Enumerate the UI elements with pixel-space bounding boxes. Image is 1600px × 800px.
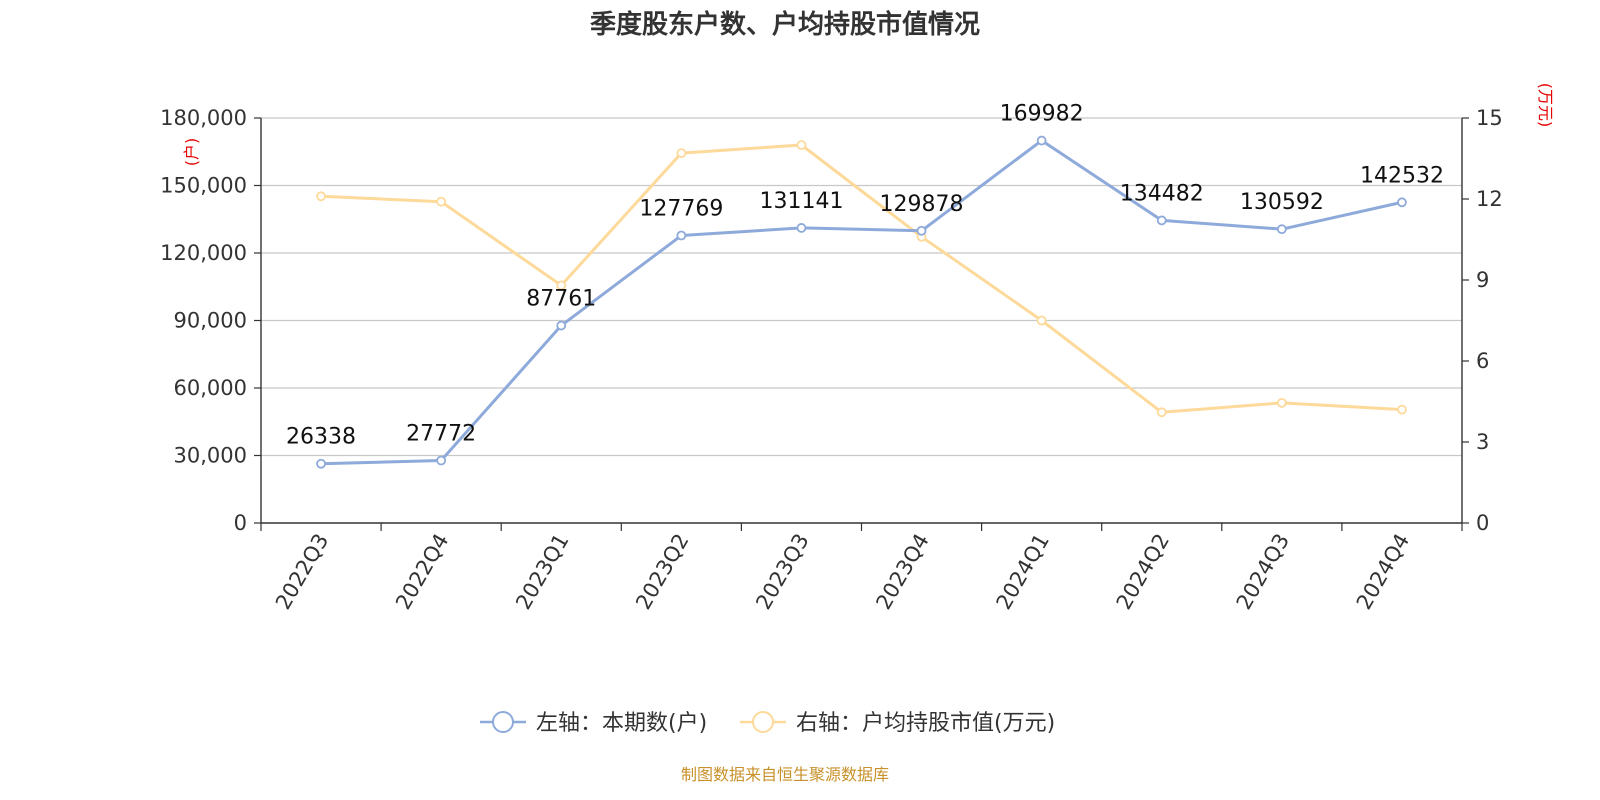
data-label: 130592	[1240, 190, 1324, 215]
left-axis-tick-label: 120,000	[160, 241, 247, 265]
data-point[interactable]	[1156, 407, 1167, 418]
data-point[interactable]	[676, 230, 687, 241]
x-axis-tick-label: 2024Q2	[1112, 530, 1174, 614]
data-label: 134482	[1120, 181, 1204, 206]
left-axis-tick-label: 150,000	[160, 174, 247, 198]
left-axis-unit: (户)	[182, 138, 201, 167]
data-point[interactable]	[676, 148, 687, 159]
data-point[interactable]	[1036, 135, 1047, 146]
data-label: 169982	[1000, 102, 1084, 127]
left-axis-tick-label: 30,000	[174, 444, 247, 468]
x-axis-tick-label: 2023Q4	[871, 530, 933, 614]
data-label: 127769	[639, 197, 723, 222]
data-point[interactable]	[1156, 215, 1167, 226]
right-axis-tick-label: 6	[1476, 349, 1489, 373]
data-point[interactable]	[556, 280, 567, 291]
legend[interactable]: 左轴：本期数(户) 右轴：户均持股市值(万元)	[480, 711, 1055, 736]
data-point[interactable]	[316, 191, 326, 202]
left-axis-tick-label: 0	[234, 511, 247, 535]
axes: 0 30,000 60,000 90,000 120,000 150,000 180,000…	[160, 106, 1503, 614]
data-point[interactable]	[1036, 315, 1047, 326]
x-axis-tick-label: 2023Q1	[511, 530, 573, 614]
left-axis-tick-label: 90,000	[174, 309, 247, 333]
data-point[interactable]	[436, 196, 447, 207]
source-note: 制图数据来自恒生聚源数据库	[681, 765, 889, 784]
data-point[interactable]	[796, 140, 807, 150]
right-axis-tick-label: 0	[1476, 511, 1489, 535]
legend-item[interactable]: 右轴：户均持股市值(万元)	[740, 711, 1055, 736]
data-point[interactable]	[316, 458, 326, 469]
grid-lines	[261, 117, 1462, 457]
right-axis-tick-label: 12	[1476, 187, 1503, 211]
x-axis-tick-label: 2023Q3	[751, 530, 813, 614]
data-point[interactable]	[916, 225, 927, 236]
data-label: 142532	[1360, 163, 1444, 188]
data-point[interactable]	[556, 320, 567, 331]
legend-label: 右轴：户均持股市值(万元)	[796, 711, 1055, 736]
legend-marker-icon	[752, 711, 774, 733]
right-axis-unit: (万元)	[1536, 83, 1555, 128]
left-axis-tick-label: 60,000	[174, 376, 247, 400]
legend-label: 左轴：本期数(户)	[536, 711, 707, 736]
series-line	[320, 143, 1403, 414]
data-label: 129878	[880, 192, 964, 217]
data-point[interactable]	[436, 455, 447, 466]
right-axis-tick-label: 3	[1476, 430, 1489, 454]
left-axis-tick-label: 180,000	[160, 106, 247, 130]
right-axis-tick-label: 15	[1476, 106, 1503, 130]
series-lines	[316, 135, 1407, 469]
data-point[interactable]	[796, 223, 807, 233]
data-label: 26338	[286, 425, 356, 450]
data-label: 27772	[406, 422, 476, 447]
data-point[interactable]	[1397, 404, 1407, 415]
data-labels: 26338 27772 87761 127769 131141 129878 169982 1…	[286, 102, 1444, 450]
data-point[interactable]	[1276, 224, 1287, 235]
legend-item[interactable]: 左轴：本期数(户)	[480, 711, 707, 736]
legend-marker-icon	[492, 711, 514, 733]
data-label: 87761	[526, 287, 596, 312]
x-axis-tick-label: 2024Q3	[1232, 530, 1294, 614]
data-point[interactable]	[1397, 197, 1407, 208]
x-axis-tick-label: 2023Q2	[631, 530, 693, 614]
chart-title: 季度股东户数、户均持股市值情况	[590, 9, 980, 40]
x-axis-tick-label: 2024Q4	[1352, 530, 1414, 614]
series-line	[321, 139, 1403, 466]
right-axis-tick-label: 9	[1476, 268, 1489, 292]
x-axis-tick-label: 2024Q1	[992, 530, 1054, 614]
data-label: 131141	[759, 189, 843, 214]
data-point[interactable]	[1276, 397, 1287, 408]
x-axis-tick-label: 2022Q4	[391, 530, 453, 614]
x-axis-tick-label: 2022Q3	[271, 530, 333, 614]
